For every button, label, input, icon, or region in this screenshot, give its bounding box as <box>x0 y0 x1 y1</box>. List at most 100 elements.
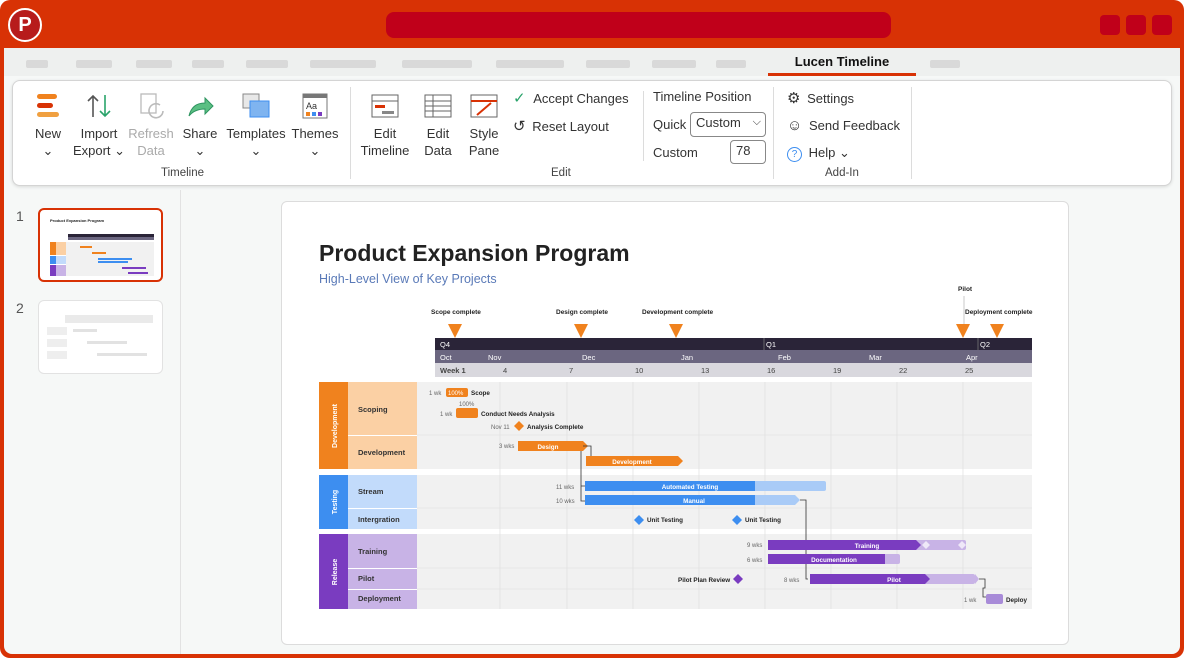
edit-timeline-button[interactable]: Edit Timeline <box>357 91 413 159</box>
slide-subtitle[interactable]: High-Level View of Key Projects <box>319 272 497 286</box>
chevron-down-icon: ⌄ <box>309 143 321 158</box>
smiley-icon: ☺ <box>787 117 803 134</box>
gantt-chart[interactable]: Scope complete Design complete Developme… <box>282 202 1070 646</box>
milestone-development-complete[interactable]: Development complete <box>642 309 714 338</box>
accept-changes-button[interactable]: ✓ Accept Changes <box>513 89 629 107</box>
tab-placeholder[interactable] <box>310 60 376 68</box>
timeline-label: Timeline <box>360 143 410 158</box>
tab-placeholder[interactable] <box>402 60 472 68</box>
reset-layout-button[interactable]: ↺ Reset Layout <box>513 117 609 135</box>
themes-label: Themes <box>291 126 339 141</box>
task-training[interactable]: 9 wks Training <box>747 540 966 550</box>
slide-title[interactable]: Product Expansion Program <box>319 240 630 266</box>
svg-text:6 wks: 6 wks <box>747 558 762 564</box>
tab-placeholder[interactable] <box>716 60 746 68</box>
chevron-down-icon: ⌄ <box>42 143 54 158</box>
tab-placeholder[interactable] <box>586 60 630 68</box>
settings-label: Settings <box>807 91 855 106</box>
group-release[interactable]: Release <box>319 534 348 609</box>
templates-icon <box>242 93 270 118</box>
task-development[interactable]: Development <box>586 456 683 466</box>
themes-button[interactable]: Aa Themes ⌄ <box>289 91 341 159</box>
tab-placeholder[interactable] <box>496 60 564 68</box>
svg-text:1 wk: 1 wk <box>429 391 442 397</box>
tab-placeholder[interactable] <box>26 60 48 68</box>
help-button[interactable]: ? Help ⌄ <box>787 145 850 162</box>
row-label: Pilot <box>358 574 375 583</box>
task-manual[interactable]: 10 wks Manual <box>556 495 800 505</box>
row-development[interactable] <box>348 436 417 469</box>
task-deploy[interactable]: 1 wk Deploy <box>964 594 1027 604</box>
tab-placeholder[interactable] <box>192 60 224 68</box>
slide-thumbnail-1[interactable]: Product Expansion Program <box>38 208 163 282</box>
gear-icon: ⚙ <box>787 90 801 107</box>
group-development[interactable]: Development <box>319 382 348 469</box>
svg-text:Pilot: Pilot <box>887 577 902 584</box>
milestone-unit-testing-2[interactable]: Unit Testing <box>732 515 781 525</box>
settings-button[interactable]: ⚙ Settings <box>787 89 854 107</box>
slide-thumbnail-preview: Product Expansion Program <box>50 218 154 276</box>
import-export-button[interactable]: Import Export ⌄ <box>71 91 127 159</box>
task-conduct-needs-analysis[interactable]: 100% 1 wk Conduct Needs Analysis <box>440 402 555 418</box>
svg-text:Analysis Complete: Analysis Complete <box>527 424 584 431</box>
task-scope[interactable]: 1 wk 100% Scope <box>429 388 490 397</box>
tab-placeholder[interactable] <box>76 60 112 68</box>
tab-placeholder[interactable] <box>652 60 696 68</box>
week-label: 16 <box>767 366 775 375</box>
task-automated-testing[interactable]: 11 wks Automated Testing <box>556 481 826 491</box>
minimize-button[interactable] <box>1100 15 1120 35</box>
row-scoping[interactable] <box>348 382 417 435</box>
milestone-unit-testing-1[interactable]: Unit Testing <box>634 515 683 525</box>
row-deployment[interactable] <box>348 590 417 609</box>
maximize-button[interactable] <box>1126 15 1146 35</box>
row-training[interactable] <box>348 534 417 568</box>
tab-placeholder[interactable] <box>246 60 288 68</box>
style-pane-button[interactable]: Style Pane <box>463 91 505 159</box>
send-feedback-button[interactable]: ☺ Send Feedback <box>787 117 900 134</box>
slide-canvas[interactable]: Product Expansion Program High-Level Vie… <box>281 201 1069 645</box>
milestone-scope-complete[interactable]: Scope complete <box>431 309 481 338</box>
templates-button[interactable]: Templates ⌄ <box>225 91 287 159</box>
title-bar-search[interactable] <box>386 12 891 38</box>
tab-placeholder[interactable] <box>136 60 172 68</box>
week-label: 19 <box>833 366 841 375</box>
row-integration[interactable] <box>348 509 417 529</box>
import-label: Import <box>80 126 118 141</box>
milestone-analysis-complete[interactable]: Nov 11 Analysis Complete <box>491 421 584 431</box>
refresh-label: Refresh <box>128 126 174 141</box>
slide-thumbnail-2[interactable] <box>38 300 163 374</box>
edit-data-button[interactable]: Edit Data <box>417 91 459 159</box>
tab-lucen-timeline[interactable]: Lucen Timeline <box>768 52 916 76</box>
app-body: Lucen Timeline New ⌄ Import Expor <box>4 48 1180 654</box>
refresh-data-button[interactable]: Refresh Data <box>127 91 175 159</box>
milestone-design-complete[interactable]: Design complete <box>556 309 608 338</box>
tab-placeholder[interactable] <box>930 60 960 68</box>
svg-text:1 wk: 1 wk <box>964 598 977 604</box>
svg-text:Automated Testing: Automated Testing <box>662 484 719 491</box>
row-pilot[interactable] <box>348 569 417 589</box>
svg-text:100%: 100% <box>448 391 464 397</box>
row-stream[interactable] <box>348 475 417 508</box>
custom-position-input[interactable]: 78 <box>730 140 766 164</box>
milestone-pilot[interactable]: Pilot <box>956 286 973 338</box>
new-button[interactable]: New ⌄ <box>25 91 71 159</box>
task-pilot[interactable]: 8 wks Pilot <box>784 574 979 584</box>
milestone-deployment-complete[interactable]: Deployment complete <box>965 309 1033 338</box>
slide-number: 2 <box>16 300 24 316</box>
export-label: Export ⌄ <box>72 143 126 158</box>
group-testing[interactable]: Testing <box>319 475 348 529</box>
share-button[interactable]: Share ⌄ <box>177 91 223 159</box>
group-label-edit: Edit <box>551 167 571 179</box>
task-documentation[interactable]: 6 wks Documentation <box>747 554 900 564</box>
edit-label: Edit <box>426 126 450 141</box>
row-label: Deployment <box>358 594 401 603</box>
close-button[interactable] <box>1152 15 1172 35</box>
milestone-pilot-plan-review[interactable]: Pilot Plan Review <box>678 574 743 584</box>
quick-position-select[interactable]: Custom ⌵ <box>690 112 766 137</box>
week-label: 7 <box>569 366 573 375</box>
row-label: Intergration <box>358 515 400 524</box>
templates-label: Templates <box>226 126 286 141</box>
month-label: Mar <box>869 353 882 362</box>
timeline-position-label: Timeline Position <box>653 89 752 104</box>
